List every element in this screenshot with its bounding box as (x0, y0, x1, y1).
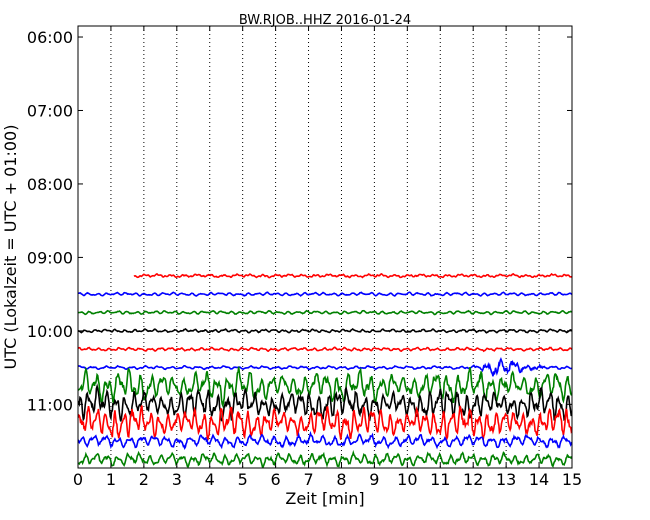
x-tick-label: 3 (172, 470, 182, 489)
y-tick-label: 06:00 (27, 28, 73, 47)
x-tick-label: 5 (238, 470, 248, 489)
plot-frame (77, 25, 573, 469)
x-tick-label: 8 (336, 470, 346, 489)
trace-1030 (78, 357, 572, 377)
x-tick-label: 10 (397, 470, 417, 489)
x-tick-label: 15 (562, 470, 582, 489)
x-axis: 0 1 2 3 4 5 6 7 8 9 10 11 12 13 14 15 (73, 26, 582, 489)
x-tick-label: 6 (271, 470, 281, 489)
x-tick-label: 12 (463, 470, 483, 489)
x-tick-label: 2 (139, 470, 149, 489)
trace-1045 (78, 366, 572, 409)
trace-1130 (78, 430, 572, 451)
x-tick-label: 9 (369, 470, 379, 489)
x-tick-label: 7 (303, 470, 313, 489)
trace-0930 (78, 291, 572, 297)
y-tick-label: 08:00 (27, 175, 73, 194)
trace-0945 (78, 309, 572, 316)
chart-title: BW.RJOB..HHZ 2016-01-24 (239, 13, 411, 28)
y-axis: 06:00 07:00 08:00 09:00 10:00 11:00 (27, 28, 572, 414)
y-tick-label: 11:00 (27, 395, 73, 414)
y-axis-label: UTC (Lokalzeit = UTC + 01:00) (1, 125, 20, 370)
trace-1000 (78, 327, 572, 334)
trace-0915 (133, 272, 572, 279)
grid-lines (110, 26, 540, 468)
x-tick-label: 1 (106, 470, 116, 489)
x-axis-label: Zeit [min] (285, 489, 364, 508)
y-tick-label: 07:00 (27, 101, 73, 120)
x-tick-label: 0 (73, 470, 83, 489)
y-tick-label: 09:00 (27, 248, 73, 267)
x-tick-label: 4 (205, 470, 215, 489)
trace-1145 (78, 449, 572, 468)
x-tick-label: 13 (496, 470, 516, 489)
x-tick-label: 14 (529, 470, 549, 489)
y-tick-label: 10:00 (27, 322, 73, 341)
trace-1100 (78, 383, 572, 422)
trace-1115 (78, 405, 572, 441)
x-tick-label: 11 (430, 470, 450, 489)
trace-1015 (78, 346, 572, 353)
trace-group (78, 272, 572, 468)
